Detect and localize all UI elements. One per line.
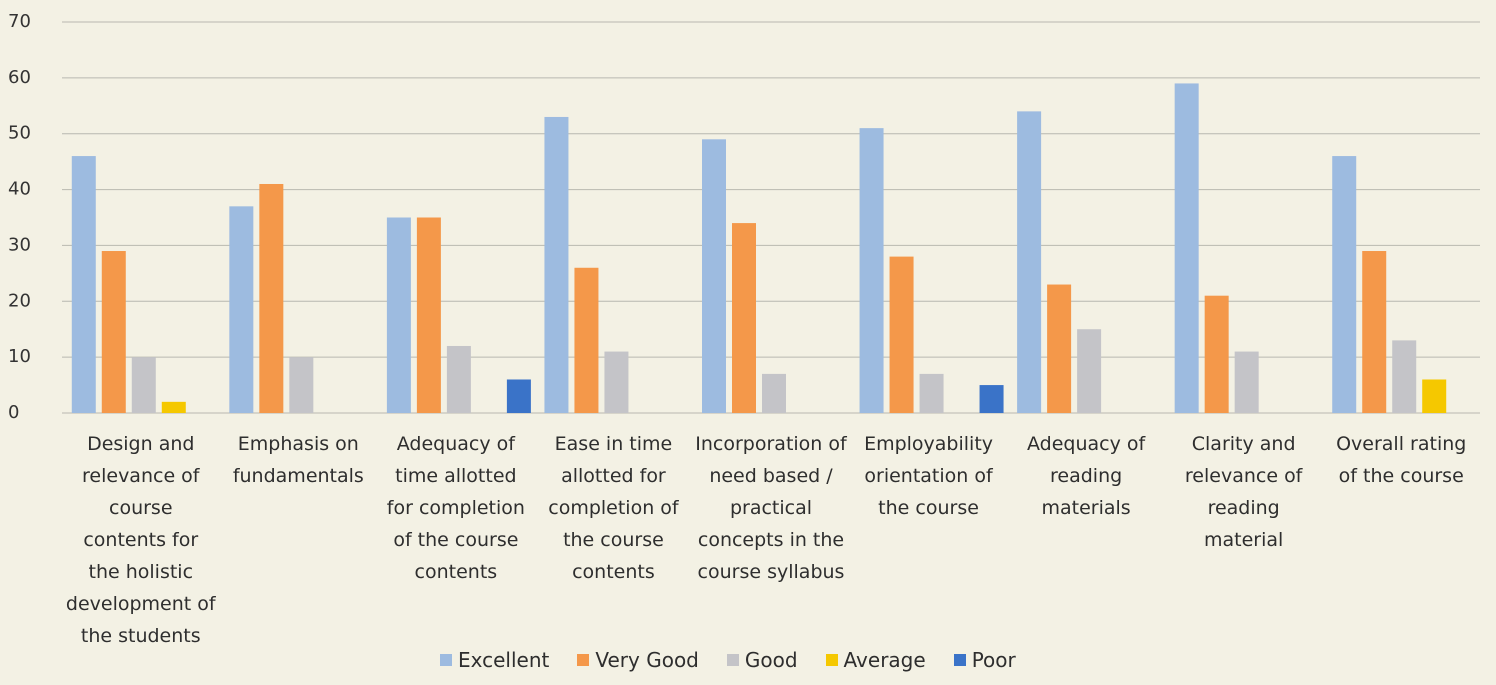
legend-label: Poor <box>971 648 1016 672</box>
bar <box>1204 295 1229 413</box>
x-tick-label: Adequacy of time allotted for completion… <box>386 433 525 583</box>
bar <box>544 116 569 413</box>
x-tick-label: Emphasis on fundamentals <box>232 433 364 487</box>
legend-label: Excellent <box>458 648 550 672</box>
bar <box>71 156 96 414</box>
x-tick-label: Overall rating of the course <box>1336 433 1467 487</box>
bar <box>101 251 126 413</box>
bar <box>259 183 284 413</box>
y-tick-label: 0 <box>8 402 19 423</box>
bar <box>762 373 786 413</box>
legend-label: Very Good <box>595 648 699 672</box>
bar <box>1332 156 1357 414</box>
y-tick-label: 40 <box>8 179 31 200</box>
bar <box>386 217 411 413</box>
bar <box>1017 111 1042 413</box>
y-tick-label: 20 <box>8 290 31 311</box>
bar <box>161 401 186 413</box>
bar <box>1234 351 1259 413</box>
bar <box>1392 340 1417 413</box>
y-tick-label: 30 <box>8 234 31 255</box>
bar <box>889 256 914 413</box>
legend-swatch <box>953 654 966 666</box>
legend: Excellent Very Good Good Average Poor <box>440 648 1016 672</box>
bar <box>1422 379 1447 413</box>
bar <box>604 351 629 413</box>
legend-swatch <box>726 654 739 666</box>
bar <box>702 139 726 414</box>
y-tick-label: 50 <box>8 123 31 144</box>
bar <box>416 217 441 413</box>
bar <box>1174 83 1199 413</box>
bar <box>506 379 531 413</box>
legend-item: Poor <box>953 648 1016 672</box>
bar <box>1047 284 1072 413</box>
bar <box>229 206 254 413</box>
legend-item: Good <box>726 648 798 672</box>
legend-item: Excellent <box>440 648 549 672</box>
legend-item: Very Good <box>577 648 699 672</box>
legend-label: Average <box>843 648 926 672</box>
bar <box>919 373 944 413</box>
legend-item: Average <box>825 648 926 672</box>
bar <box>446 345 471 413</box>
x-tick-label: Employability orientation of the course <box>864 433 994 519</box>
y-tick-label: 10 <box>8 346 31 367</box>
legend-swatch <box>577 654 590 666</box>
y-tick-label: 70 <box>8 11 31 32</box>
x-tick-label: Adequacy of reading materials <box>1027 433 1146 519</box>
legend-swatch <box>440 654 452 666</box>
legend-label: Good <box>744 648 798 672</box>
bar <box>1362 251 1387 413</box>
bar <box>859 128 884 413</box>
bar <box>1077 329 1102 413</box>
bar <box>732 223 756 413</box>
x-tick-label: Clarity and relevance of reading materia… <box>1184 433 1303 551</box>
bar <box>131 357 156 413</box>
bar <box>289 357 314 413</box>
legend-swatch <box>825 654 838 666</box>
x-tick-label: Ease in time allotted for completion of … <box>548 433 679 583</box>
bar <box>574 267 599 413</box>
y-tick-label: 60 <box>8 67 31 88</box>
bar <box>979 385 1004 413</box>
x-tick-label: Design and relevance of course contents … <box>65 433 216 647</box>
x-tick-label: Incorporation of need based / practical … <box>695 433 847 583</box>
